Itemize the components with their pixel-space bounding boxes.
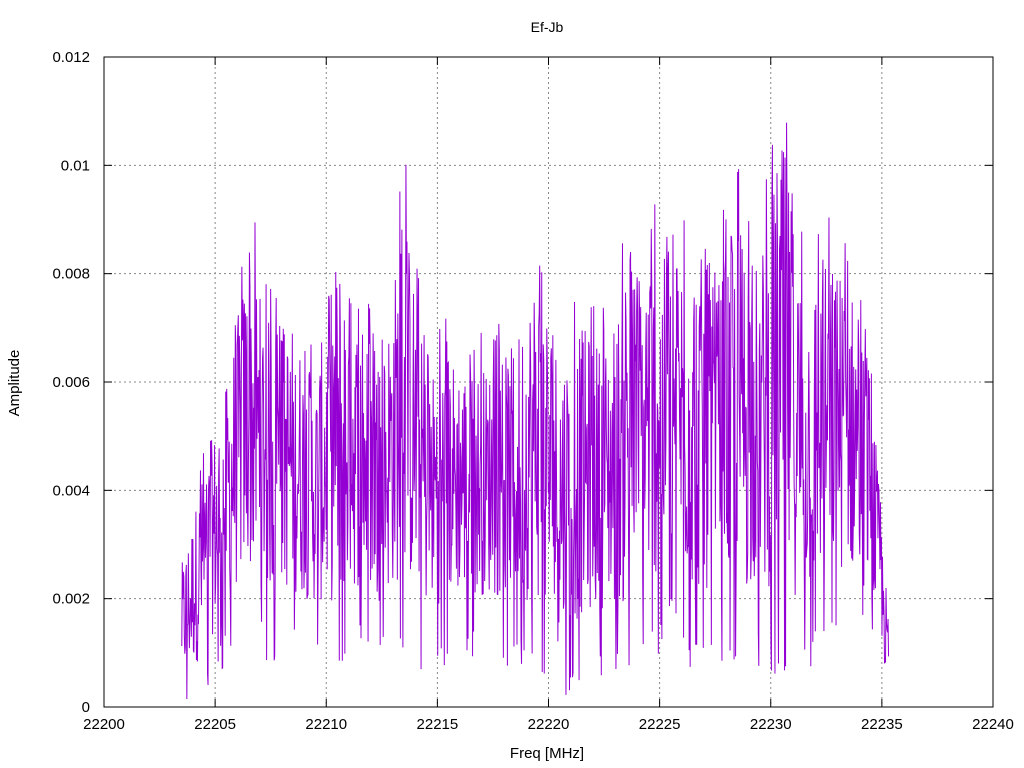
y-tick-label: 0.002 bbox=[52, 591, 90, 608]
x-tick-label: 22220 bbox=[528, 716, 570, 733]
series-group bbox=[181, 122, 890, 699]
y-tick-label: 0.01 bbox=[61, 157, 90, 174]
x-tick-labels: 22200 22205 22210 22215 22220 22225 22230 22235… bbox=[83, 716, 1014, 733]
chart-title: Ef-Jb bbox=[531, 19, 564, 35]
x-axis-label: Freq [MHz] bbox=[510, 745, 584, 762]
y-axis-label: Amplitude bbox=[6, 350, 23, 417]
x-tick-label: 22200 bbox=[83, 716, 125, 733]
y-tick-label: 0.004 bbox=[52, 482, 90, 499]
x-tick-label: 22225 bbox=[639, 716, 681, 733]
x-tick-label: 22235 bbox=[861, 716, 903, 733]
y-tick-label: 0.012 bbox=[52, 49, 90, 66]
y-tick-label: 0 bbox=[82, 699, 90, 716]
x-tick-label: 22230 bbox=[750, 716, 792, 733]
y-tick-labels: 0 0.002 0.004 0.006 0.008 0.01 0.012 bbox=[52, 49, 90, 716]
x-tick-label: 22205 bbox=[194, 716, 236, 733]
x-tick-label: 22240 bbox=[972, 716, 1014, 733]
tick-marks bbox=[103, 56, 994, 708]
series-line bbox=[181, 122, 890, 699]
x-tick-label: 22210 bbox=[305, 716, 347, 733]
x-tick-label: 22215 bbox=[417, 716, 459, 733]
y-tick-label: 0.008 bbox=[52, 266, 90, 283]
y-tick-label: 0.006 bbox=[52, 374, 90, 391]
